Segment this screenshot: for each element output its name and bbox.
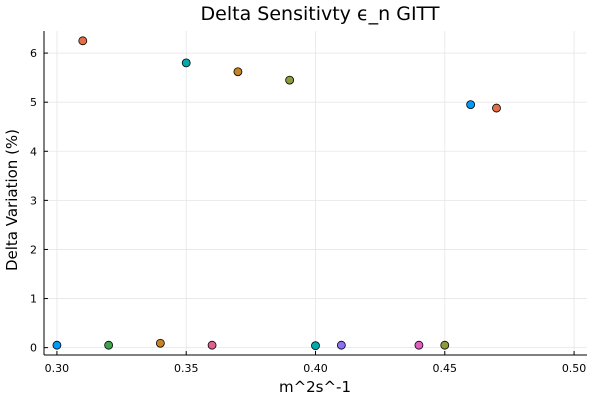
data-point	[181, 58, 191, 68]
point-layer	[52, 36, 501, 351]
data-point	[336, 340, 346, 350]
data-point	[311, 341, 320, 351]
x-tick-label: 0.40	[303, 362, 328, 375]
x-tick-label: 0.45	[433, 362, 458, 375]
chart-title: Delta Sensitivty ϵ_n GITT	[201, 3, 440, 25]
y-axis-label: Delta Variation (%)	[3, 129, 21, 271]
y-tick-label: 2	[30, 243, 37, 256]
x-tick-label: 0.30	[45, 362, 70, 375]
data-point	[233, 67, 243, 77]
data-point	[492, 103, 501, 113]
data-point	[440, 340, 450, 350]
y-tick-label: 1	[30, 293, 37, 306]
data-point	[78, 36, 88, 46]
y-tick-label: 4	[30, 145, 37, 158]
tick-layer: 0.30 0.35 0.40 0.45 0.50 0 1 2 3 4 5 6	[30, 47, 586, 375]
y-tick-label: 6	[30, 47, 37, 60]
x-axis-label: m^2s^-1	[279, 378, 351, 396]
y-tick-label: 3	[30, 194, 37, 207]
grid-layer	[44, 31, 587, 355]
data-point	[285, 75, 295, 85]
y-tick-label: 5	[30, 96, 37, 109]
data-point	[52, 340, 62, 350]
x-tick-label: 0.35	[174, 362, 199, 375]
data-point	[414, 340, 424, 350]
data-point	[104, 340, 114, 350]
data-point	[207, 340, 217, 350]
data-point	[466, 100, 476, 110]
x-tick-label: 0.50	[562, 362, 587, 375]
data-point	[155, 338, 165, 348]
y-tick-label: 0	[30, 342, 37, 355]
